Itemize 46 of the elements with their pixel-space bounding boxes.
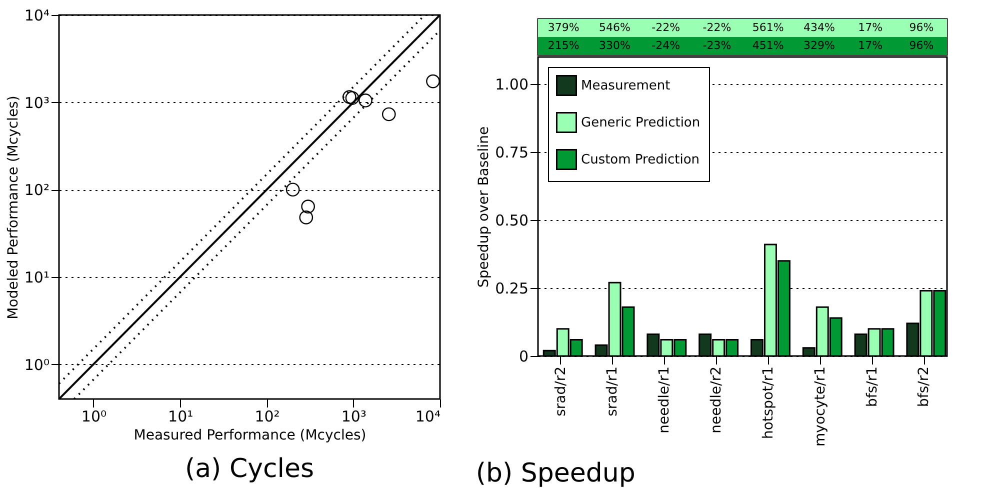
text: (b) Speedup bbox=[476, 458, 636, 489]
text: (a) Cycles bbox=[184, 454, 314, 484]
x-tick-label: needle/r1 bbox=[656, 366, 673, 434]
x-tick-label: 10⁴ bbox=[415, 408, 440, 426]
text: -24% bbox=[652, 39, 680, 52]
text: 434% bbox=[803, 21, 835, 34]
y-axis-title: Modeled Performance (Mcycles) bbox=[5, 96, 22, 320]
y-tick-label: 0.50 bbox=[495, 212, 528, 230]
y-tick-label: 1.00 bbox=[495, 76, 528, 94]
x-tick-label: myocyte/r1 bbox=[812, 366, 828, 446]
text: -23% bbox=[702, 39, 732, 52]
text: 330% bbox=[598, 39, 630, 52]
text: 329% bbox=[803, 39, 835, 52]
y-tick-label: 10¹ bbox=[24, 268, 50, 286]
x-tick-label: 10¹ bbox=[168, 408, 194, 426]
text: 96% bbox=[909, 21, 934, 34]
text: 546% bbox=[598, 21, 630, 34]
y-tick-label: 0.75 bbox=[495, 144, 528, 162]
x-axis-title: Measured Performance (Mcycles) bbox=[134, 428, 366, 444]
x-tick-label: srad/r2 bbox=[552, 366, 569, 416]
x-tick-label: bfs/r2 bbox=[916, 366, 932, 407]
text: 451% bbox=[752, 39, 784, 52]
text: 379% bbox=[548, 21, 580, 34]
legend-label: Generic Prediction bbox=[581, 116, 700, 130]
y-tick-label: 10³ bbox=[24, 94, 50, 112]
text: 215% bbox=[548, 39, 580, 52]
x-tick-label: bfs/r1 bbox=[864, 366, 880, 407]
x-tick-label: 10³ bbox=[341, 408, 366, 426]
y-tick-label: 0 bbox=[518, 348, 528, 366]
x-tick-label: 10² bbox=[254, 408, 280, 426]
legend-label: Measurement bbox=[581, 78, 670, 94]
x-tick-label: 10⁰ bbox=[81, 408, 107, 426]
text: 561% bbox=[752, 21, 784, 34]
legend-label: Custom Prediction bbox=[581, 152, 700, 168]
y-axis-title: Speedup over Baseline bbox=[476, 126, 492, 288]
x-tick-label: hotspot/r1 bbox=[760, 366, 776, 440]
y-tick-label: 0.25 bbox=[495, 280, 528, 298]
x-tick-label: needle/r2 bbox=[708, 366, 725, 434]
text: 96% bbox=[909, 39, 934, 52]
y-tick-label: 10⁴ bbox=[24, 6, 50, 24]
text: 17% bbox=[858, 21, 883, 34]
y-tick-label: 10² bbox=[24, 181, 50, 200]
text: 17% bbox=[858, 39, 883, 52]
text: -22% bbox=[652, 21, 680, 34]
x-tick-label: srad/r1 bbox=[604, 366, 621, 416]
text: -22% bbox=[702, 21, 732, 34]
